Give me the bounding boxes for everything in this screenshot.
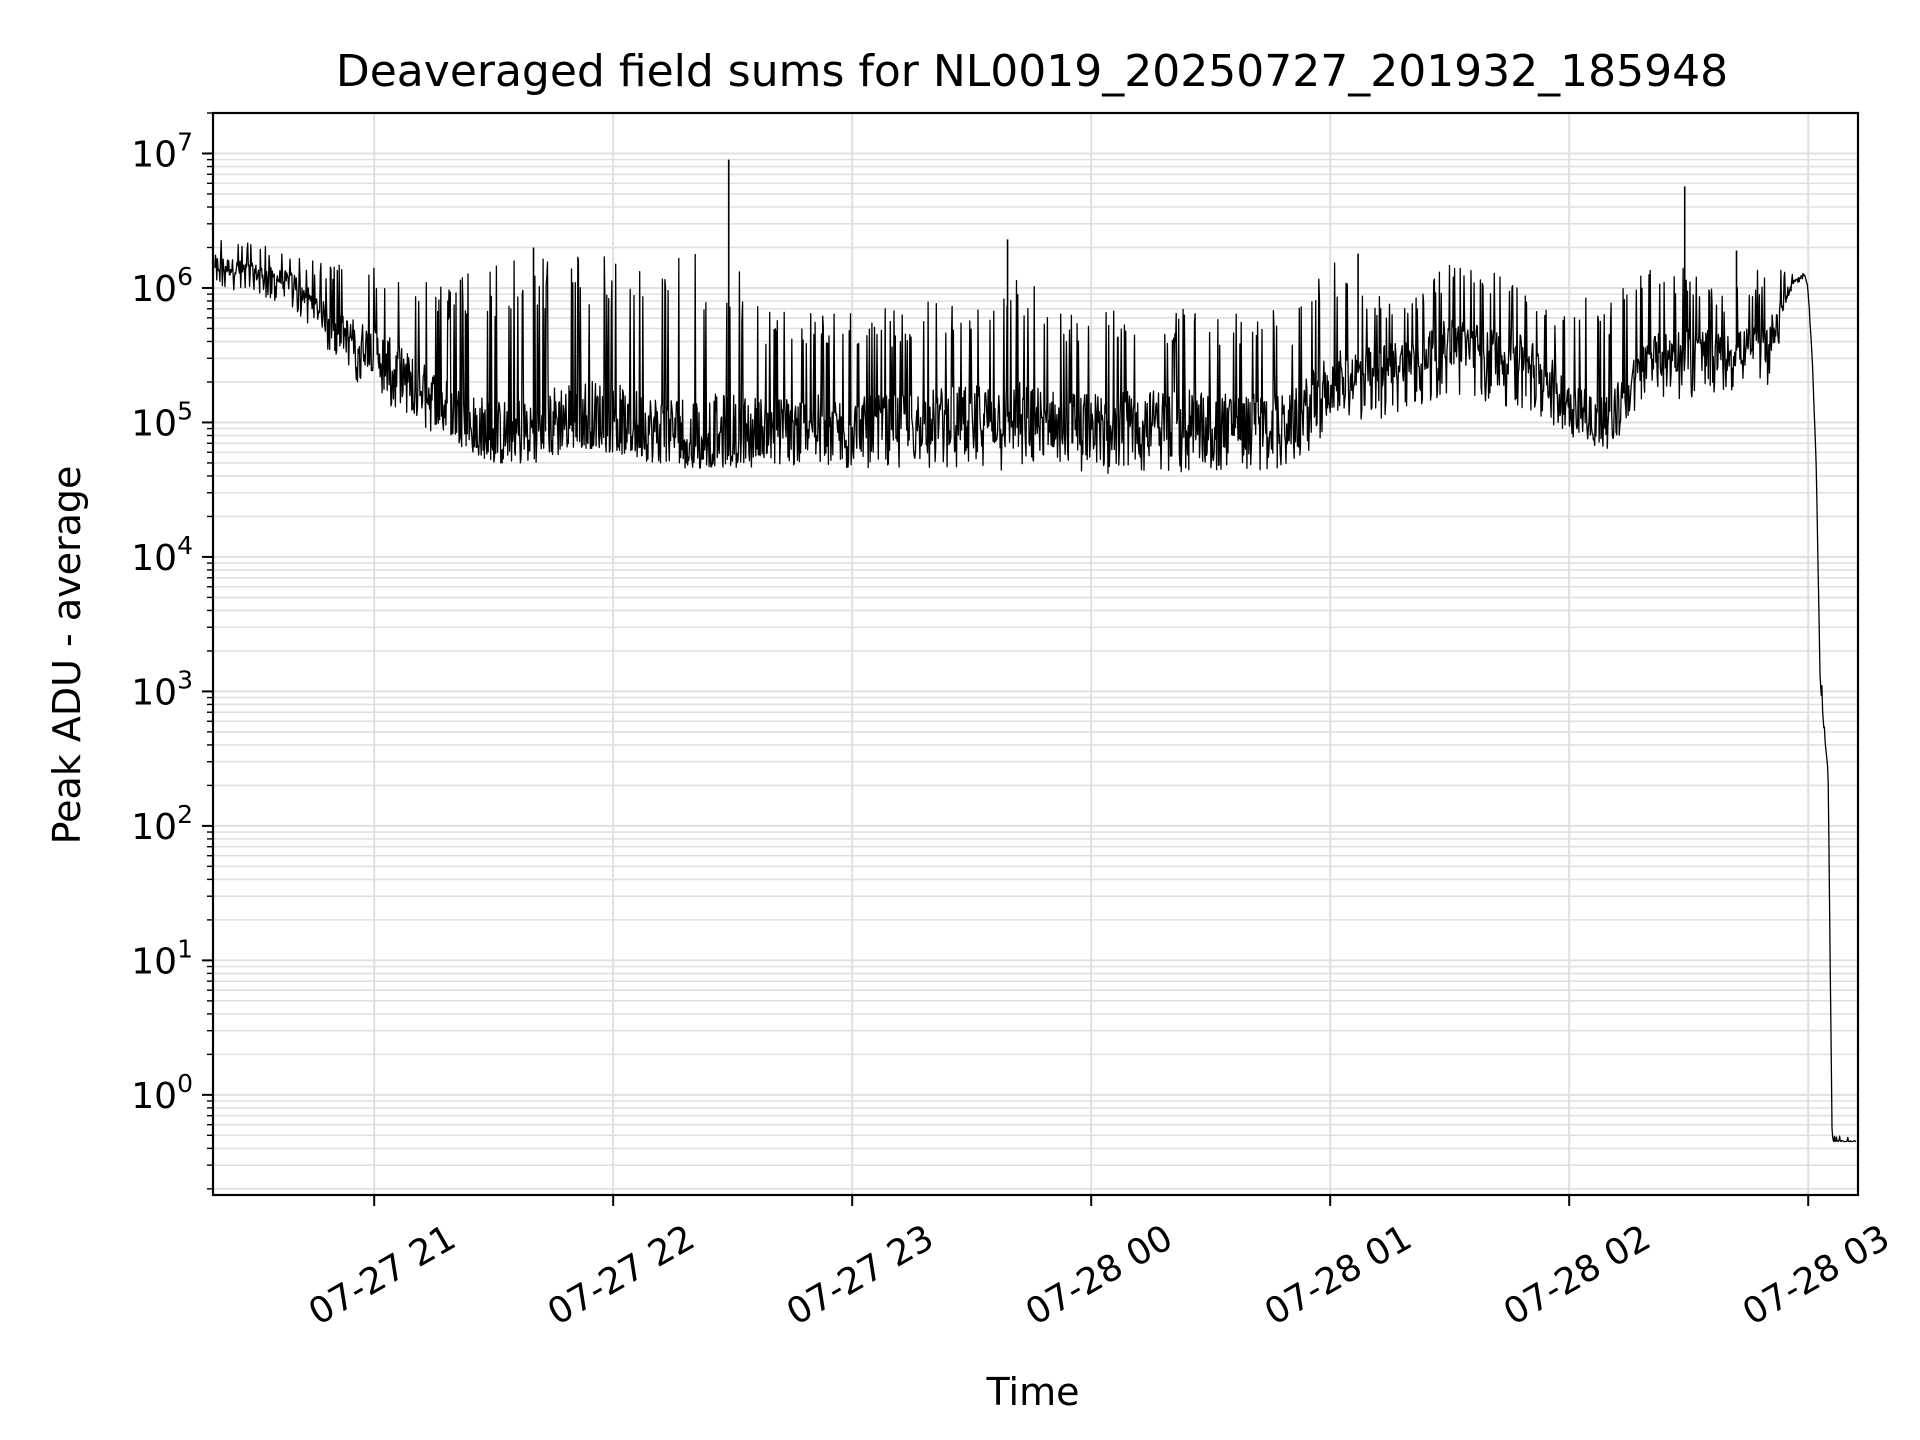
series-line (214, 239, 1857, 1143)
x-axis-ticks: 07-27 21 07-27 22 07-27 23 07-28 00 07-28 01… (302, 1195, 1897, 1334)
grid-minor (213, 112, 1858, 1190)
x-tick-label: 07-27 22 (541, 1217, 702, 1333)
y-tick-label: 106 (131, 262, 193, 310)
chart-title: Deaveraged field sums for NL0019_2025072… (336, 46, 1728, 97)
x-tick-label: 07-28 02 (1497, 1217, 1658, 1333)
y-tick-label: 104 (131, 531, 193, 579)
y-tick-label: 102 (131, 800, 193, 848)
x-axis-label: Time (986, 1370, 1080, 1414)
x-tick-label: 07-27 21 (302, 1217, 463, 1333)
x-tick-label: 07-28 01 (1258, 1217, 1419, 1333)
plot-frame (211, 111, 1860, 1197)
grid-major (213, 113, 1858, 1195)
x-tick-label: 07-27 23 (780, 1217, 941, 1333)
y-tick-label: 100 (131, 1069, 193, 1117)
y-tick-label: 103 (131, 665, 193, 713)
y-tick-label: 105 (131, 396, 193, 444)
series-layer (214, 159, 1857, 1143)
y-axis-label: Peak ADU - average (45, 466, 89, 845)
y-tick-label: 107 (131, 127, 193, 175)
x-tick-label: 07-28 03 (1736, 1217, 1897, 1333)
y-tick-label: 101 (131, 934, 193, 982)
y-axis-ticks: 100 101 102 103 104 105 106 107 (131, 112, 213, 1190)
x-tick-label: 07-28 00 (1019, 1217, 1180, 1333)
